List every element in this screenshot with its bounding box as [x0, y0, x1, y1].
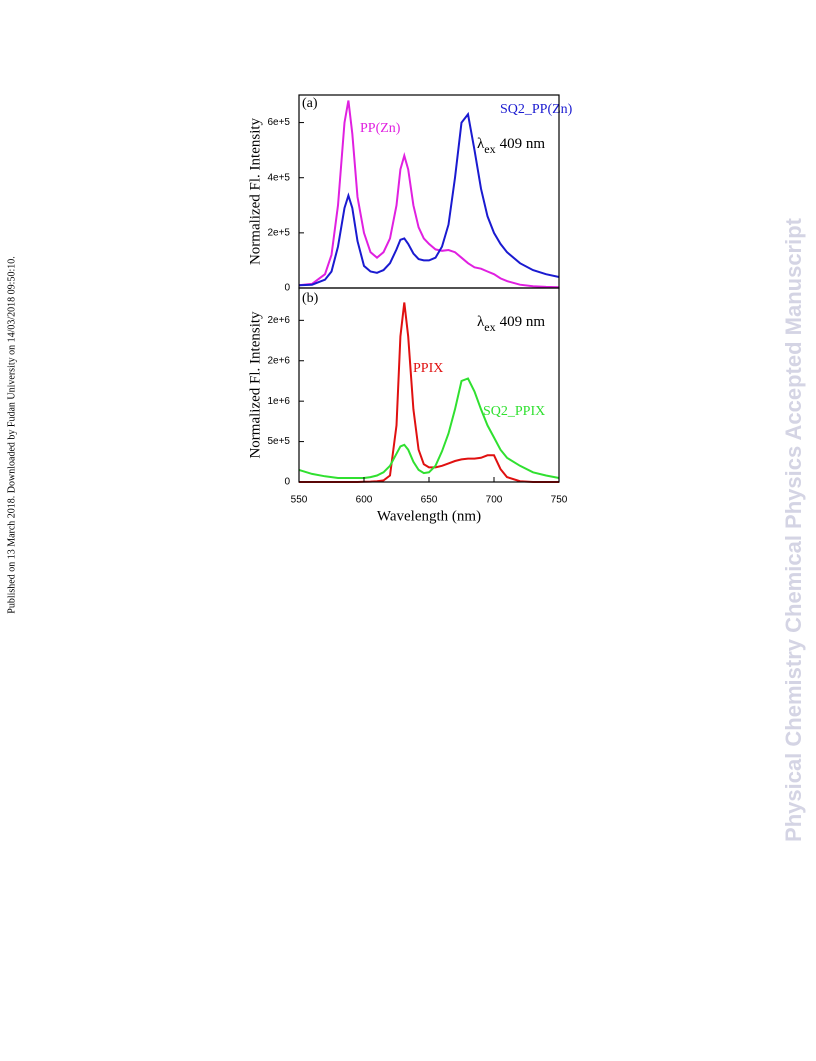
y-tick-label: 6e+5 — [267, 117, 290, 128]
line-series — [298, 111, 560, 287]
x-tick-label: 650 — [421, 495, 438, 506]
lambda: λ — [477, 136, 485, 152]
x-tick-label: 600 — [356, 495, 373, 506]
y-tick-label: 2e+6 — [267, 315, 290, 326]
series-label: PP(Zn) — [360, 121, 401, 136]
side-note: Published on 13 March 2018. Downloaded b… — [6, 256, 17, 613]
series-label: SQ2_PPIX — [483, 404, 545, 419]
subscript: ex — [484, 320, 495, 334]
x-tick-label: 750 — [551, 495, 568, 506]
series-label: PPIX — [413, 361, 443, 376]
plot-frame — [298, 94, 560, 289]
panel-label: (b) — [302, 291, 319, 306]
line-series — [298, 100, 560, 289]
y-tick-label: 0 — [284, 477, 290, 488]
panel-label: (a) — [302, 96, 318, 111]
excitation-value: 409 nm — [500, 136, 546, 152]
x-tick-label: 700 — [486, 495, 503, 506]
y-tick-label: 0 — [284, 283, 290, 294]
y-tick-label: 4e+5 — [267, 172, 290, 183]
lambda: λ — [477, 314, 485, 330]
x-axis-title: Wavelength (nm) — [377, 508, 481, 524]
y-tick-label: 2e+6 — [267, 355, 290, 366]
y-tick-label: 5e+5 — [267, 436, 290, 447]
series-label: SQ2_PP(Zn) — [500, 102, 573, 117]
y-axis-title: Normalized Fl. Intensity — [247, 311, 263, 459]
excitation-label: λex 409 nm — [477, 136, 545, 155]
y-tick-label: 2e+5 — [267, 227, 290, 238]
y-axis-title: Normalized Fl. Intensity — [247, 117, 263, 265]
y-tick-label: 1e+6 — [267, 396, 290, 407]
subscript: ex — [484, 142, 495, 156]
watermark: Physical Chemistry Chemical Physics Acce… — [781, 217, 806, 842]
excitation-value: 409 nm — [500, 314, 546, 330]
x-tick-label: 550 — [291, 495, 308, 506]
line-series — [298, 377, 560, 479]
excitation-label: λex 409 nm — [477, 314, 545, 333]
